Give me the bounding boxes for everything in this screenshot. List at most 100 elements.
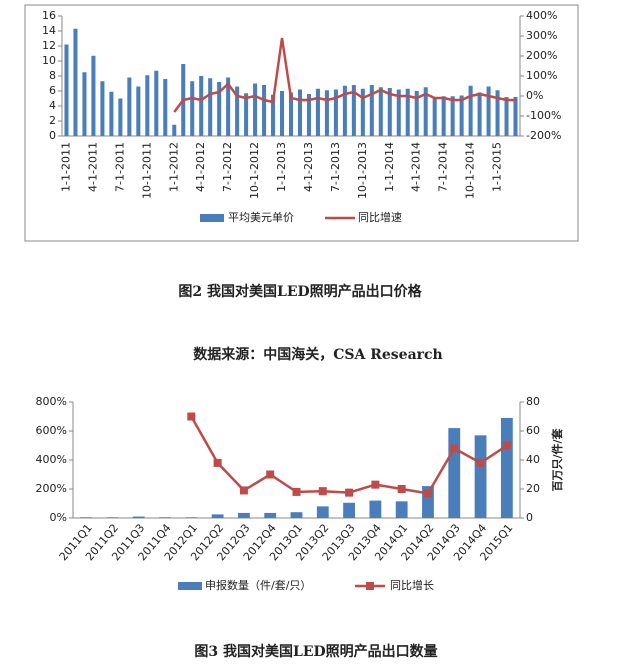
y-tick-label: 12 — [42, 39, 56, 52]
bar — [477, 92, 482, 136]
bar — [262, 85, 267, 136]
bar — [448, 428, 461, 518]
bar — [405, 88, 410, 136]
y2-tick-label: 20 — [526, 482, 540, 495]
marker — [345, 488, 354, 497]
marker — [397, 485, 406, 493]
bar — [217, 82, 222, 136]
bar — [100, 81, 105, 136]
y-tick-label: 8 — [49, 69, 56, 82]
x-tick-label: 7-1-2013 — [329, 142, 342, 192]
bar — [163, 79, 168, 136]
marker — [213, 458, 222, 467]
marker — [476, 458, 485, 467]
marker — [318, 487, 327, 496]
y-tick-label: 14 — [42, 24, 56, 37]
x-tick-label: 1-1-2012 — [167, 142, 180, 192]
bar — [64, 44, 69, 136]
x-tick-label: 10-1-2011 — [140, 142, 153, 199]
bar — [333, 89, 338, 136]
bar — [432, 97, 437, 136]
bar — [343, 502, 356, 518]
bar — [513, 97, 518, 136]
y2-axis-title: 百万只/件/套 — [550, 427, 564, 491]
caption: 图3 我国对美国LED照明产品出口数量 — [194, 643, 437, 660]
bar — [468, 85, 473, 136]
y2-tick-label: 300% — [526, 29, 557, 42]
bar — [145, 75, 150, 136]
bar — [316, 506, 329, 518]
bar — [199, 76, 204, 136]
x-tick-label: 4-1-2012 — [194, 142, 207, 192]
bar — [441, 96, 446, 136]
bar — [459, 95, 464, 136]
y-tick-label: 16 — [42, 9, 56, 22]
marker — [450, 444, 459, 453]
y2-tick-label: -200% — [526, 129, 561, 142]
y2-tick-label: 0% — [526, 89, 543, 102]
bar — [315, 88, 320, 136]
y-tick-label: 0% — [50, 511, 67, 524]
x-tick-label: 1-1-2013 — [275, 142, 288, 192]
bar — [73, 28, 78, 136]
bar — [387, 88, 392, 136]
bar — [271, 94, 276, 136]
bar — [306, 94, 311, 136]
bar — [279, 91, 285, 136]
y-tick-label: 800% — [36, 395, 67, 408]
legend-label: 同比增速 — [358, 210, 402, 224]
x-tick-label: 7-1-2014 — [437, 142, 450, 192]
bar — [422, 486, 434, 518]
bar — [226, 77, 231, 136]
bar — [190, 81, 195, 136]
marker — [187, 412, 196, 421]
bar — [118, 98, 123, 136]
legend-swatch — [200, 214, 224, 222]
bar — [450, 96, 455, 136]
bar — [500, 417, 513, 518]
bar — [360, 88, 365, 136]
bar — [185, 517, 198, 518]
y2-tick-label: 40 — [526, 453, 540, 466]
bar — [208, 78, 213, 136]
bar — [290, 512, 303, 518]
bar — [486, 86, 491, 136]
x-tick-label: 1-1-2011 — [59, 142, 72, 192]
bar — [109, 91, 114, 136]
bar — [369, 85, 374, 136]
bar — [159, 517, 171, 518]
bar — [288, 92, 294, 136]
x-tick-label: 7-1-2011 — [113, 142, 126, 192]
bar — [106, 517, 119, 518]
bar — [132, 516, 145, 518]
legend-label: 同比增长 — [390, 578, 434, 592]
bar — [91, 55, 96, 136]
x-tick-label: 4-1-2011 — [86, 142, 99, 192]
y-tick-label: 0 — [49, 129, 56, 142]
chart-frame — [24, 4, 579, 242]
y2-tick-label: 0 — [526, 511, 533, 524]
y-tick-label: 4 — [49, 99, 56, 112]
y-tick-label: 400% — [36, 453, 67, 466]
bar — [154, 70, 159, 136]
bar — [395, 501, 408, 518]
bar — [297, 89, 303, 136]
line — [173, 37, 516, 113]
bar — [82, 72, 87, 136]
bar — [474, 435, 487, 518]
x-tick-label: 1-1-2014 — [383, 142, 396, 192]
y-tick-label: 600% — [36, 424, 67, 437]
legend-swatch — [178, 582, 202, 590]
legend-label: 申报数量（件/套/只） — [205, 578, 311, 592]
y-tick-label: 2 — [49, 114, 56, 127]
bar — [342, 85, 347, 136]
marker — [371, 480, 380, 489]
y-tick-label: 6 — [49, 84, 56, 97]
marker — [239, 486, 248, 495]
bar — [504, 97, 509, 136]
marker — [423, 489, 432, 498]
bar — [253, 83, 258, 136]
x-tick-label: 7-1-2012 — [221, 142, 234, 192]
bar — [80, 517, 93, 518]
